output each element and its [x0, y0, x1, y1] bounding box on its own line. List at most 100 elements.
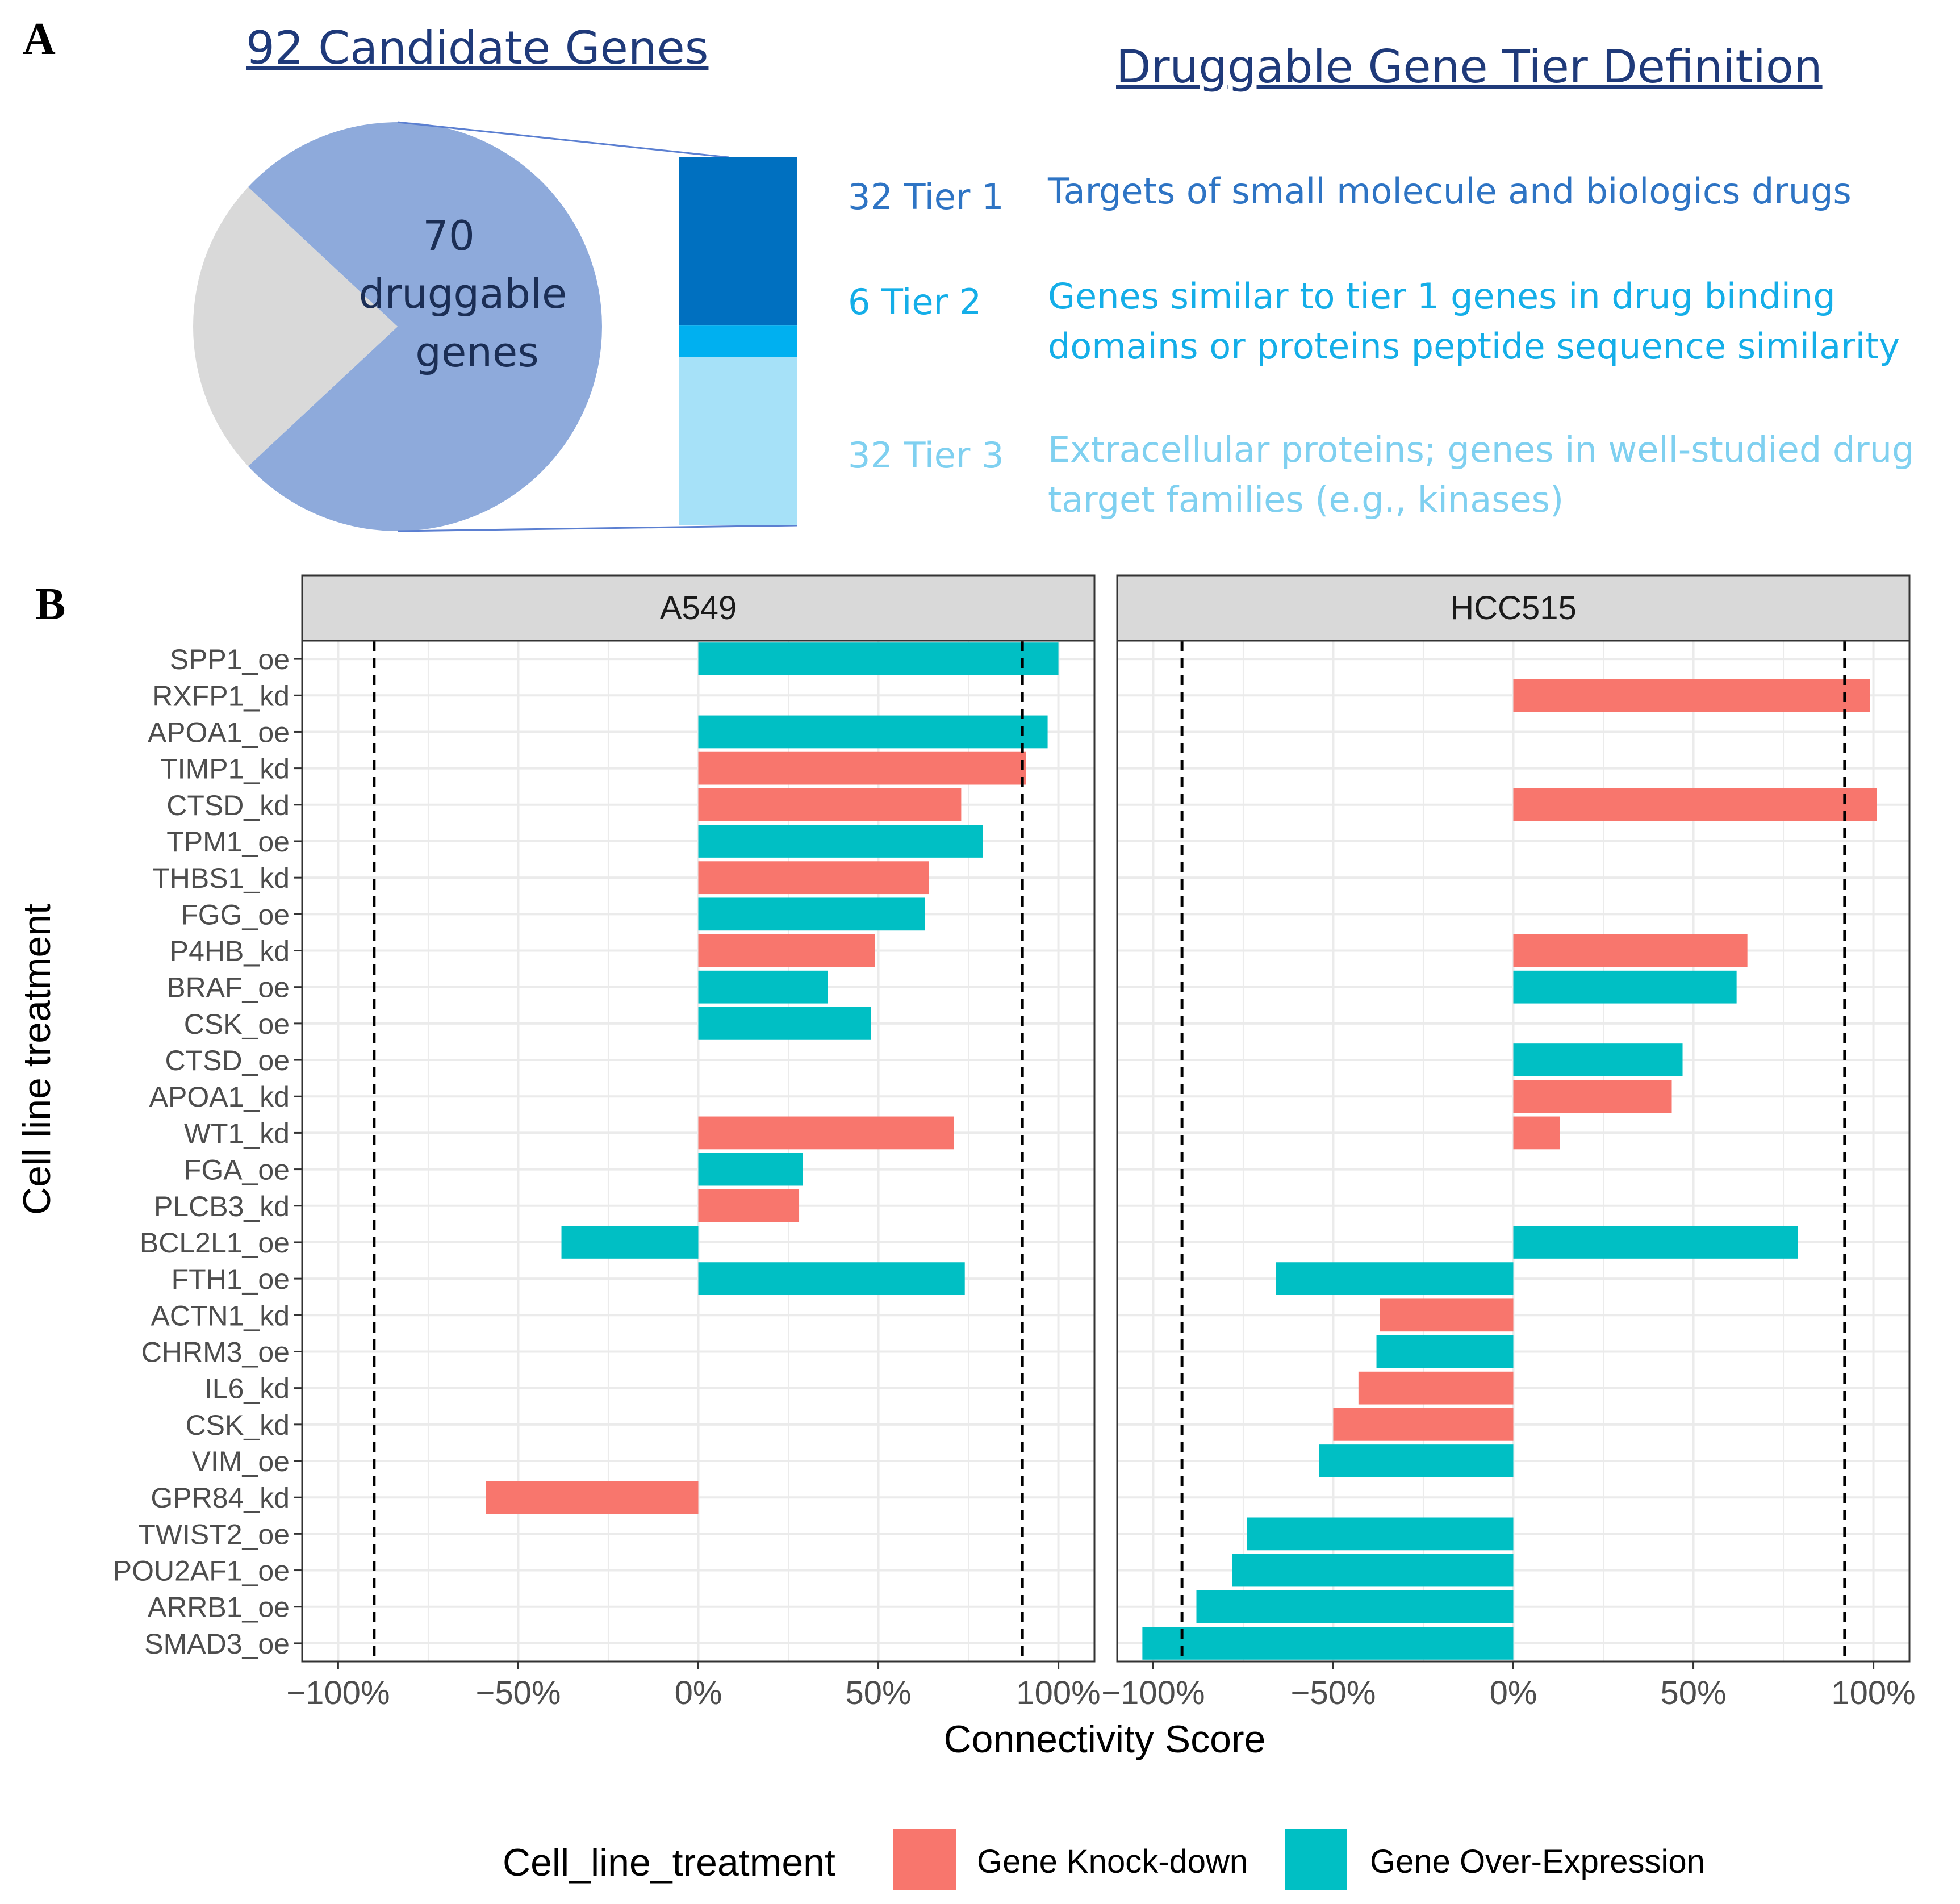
bar-hcc515-apoa1_kd [1513, 1080, 1672, 1113]
legend-title: Cell_line_treatment [503, 1841, 835, 1884]
bar-a549-spp1_oe [698, 642, 1059, 675]
pie-center-label: 70 druggable genes [359, 212, 567, 376]
bar-a549-plcb3_kd [698, 1189, 800, 1222]
bar-hcc515-ctsd_oe [1513, 1043, 1683, 1076]
bar-a549-tpm1_oe [698, 825, 983, 858]
y-tick-label-rxfp1_kd: RXFP1_kd [152, 680, 290, 712]
tier-2-description-line-1: Genes similar to tier 1 genes in drug bi… [1048, 275, 1836, 317]
y-tick-label-gpr84_kd: GPR84_kd [151, 1482, 290, 1514]
legend-swatch-overexpression [1285, 1829, 1347, 1890]
panel-b-letter: B [35, 579, 65, 629]
x-tick-label: −50% [1290, 1675, 1376, 1711]
x-tick-label: 0% [675, 1675, 722, 1711]
y-tick-label-spp1_oe: SPP1_oe [170, 644, 290, 675]
bar-hcc515-pou2af1_oe [1232, 1554, 1514, 1587]
y-tick-label-vim_oe: VIM_oe [192, 1446, 290, 1477]
y-tick-label-csk_kd: CSK_kd [186, 1409, 290, 1441]
facet-strip-label: A549 [660, 590, 737, 627]
panel-a-letter: A [23, 14, 56, 64]
tier-bar-segment-2 [679, 325, 797, 357]
x-tick-label: −100% [1101, 1675, 1205, 1711]
zoom-line-bottom [397, 524, 797, 532]
y-tick-label-ctsd_oe: CTSD_oe [165, 1045, 290, 1076]
y-tick-label-tpm1_oe: TPM1_oe [166, 826, 290, 858]
facet-a549: A549 −100% −50% 0% 50% 100% [286, 574, 1101, 1711]
tier-bar-segment-1 [679, 157, 797, 326]
x-tick-label: 100% [1831, 1675, 1915, 1711]
x-tick-label: 100% [1016, 1675, 1100, 1711]
y-tick-label-chrm3_oe: CHRM3_oe [141, 1336, 290, 1368]
bar-a549-fga_oe [698, 1153, 803, 1186]
y-axis: SPP1_oe RXFP1_kd APOA1_oe TIMP1_kd CTSD_kd TP… [113, 644, 302, 1660]
y-tick-label-smad3_oe: SMAD3_oe [144, 1628, 290, 1660]
bar-hcc515-chrm3_oe [1376, 1335, 1514, 1368]
tier-1-description: Targets of small molecule and biologics … [1047, 170, 1852, 212]
facet-strip-label: HCC515 [1450, 590, 1576, 627]
bar-hcc515-il6_kd [1358, 1371, 1514, 1405]
bar-a549-timp1_kd [698, 751, 1026, 785]
bar-hcc515-wt1_kd [1513, 1116, 1560, 1150]
bar-hcc515-twist2_oe [1247, 1517, 1514, 1551]
bar-hcc515-actn1_kd [1380, 1298, 1514, 1332]
legend-label-knockdown: Gene Knock-down [977, 1843, 1248, 1880]
bar-a549-ctsd_kd [698, 788, 962, 821]
tier-1-count: 32 Tier 1 [848, 176, 1004, 218]
legend-swatch-knockdown [893, 1829, 956, 1890]
bar-a549-gpr84_kd [486, 1481, 699, 1514]
x-tick-label: −100% [286, 1675, 390, 1711]
pie-slice-druggable [248, 122, 602, 531]
connectivity-bar-chart: A549 −100% −50% 0% 50% 100% HCC515 −100% −50% 0% 5… [113, 574, 1916, 1711]
x-tick-label: 0% [1490, 1675, 1537, 1711]
tier-2-description-line-2: domains or proteins peptide sequence sim… [1048, 325, 1900, 367]
tier-3-description-line-1: Extracellular proteins; genes in well-st… [1048, 429, 1914, 470]
y-tick-label-twist2_oe: TWIST2_oe [138, 1518, 290, 1550]
bar-hcc515-arrb1_oe [1196, 1590, 1514, 1623]
bar-hcc515-bcl2l1_oe [1513, 1226, 1798, 1259]
pie-label-line-1: 70 [423, 212, 475, 260]
y-tick-label-thbs1_kd: THBS1_kd [152, 862, 290, 894]
pie-label-line-2: druggable [359, 270, 567, 318]
pie-label-line-3: genes [415, 328, 538, 376]
bar-hcc515-fth1_oe [1276, 1262, 1514, 1296]
bar-a549-bcl2l1_oe [561, 1226, 699, 1259]
x-tick-label: 50% [845, 1675, 911, 1711]
y-tick-label-braf_oe: BRAF_oe [166, 972, 290, 1004]
x-axis-title: Connectivity Score [944, 1718, 1266, 1761]
bar-a549-braf_oe [698, 970, 828, 1004]
tier-stacked-bar [679, 157, 797, 525]
bar-a549-thbs1_kd [698, 861, 929, 895]
bar-a549-csk_oe [698, 1007, 871, 1040]
bar-a549-fth1_oe [698, 1262, 965, 1296]
x-tick-label: −50% [475, 1675, 561, 1711]
bar-hcc515-vim_oe [1319, 1444, 1514, 1477]
bar-a549-fgg_oe [698, 897, 925, 931]
pie-slice-non-druggable [193, 187, 398, 466]
y-tick-label-apoa1_oe: APOA1_oe [148, 716, 290, 748]
tier-2-count: 6 Tier 2 [848, 281, 981, 323]
druggable-pie-chart [193, 122, 602, 531]
y-tick-label-csk_oe: CSK_oe [184, 1008, 290, 1040]
bar-hcc515-ctsd_kd [1513, 788, 1877, 821]
tier-3-description-line-2: target families (e.g., kinases) [1048, 479, 1564, 520]
legend-label-overexpression: Gene Over-Expression [1370, 1843, 1705, 1880]
tier-bar-segment-3 [679, 357, 797, 525]
y-tick-label-fga_oe: FGA_oe [184, 1154, 290, 1186]
y-tick-label-wt1_kd: WT1_kd [184, 1117, 290, 1149]
tier-definition-title: Druggable Gene Tier Definition [1116, 40, 1823, 93]
facet-strip-a549 [301, 574, 1096, 642]
legend: Cell_line_treatment Gene Knock-down Gene… [503, 1829, 1705, 1890]
y-axis-title: Cell line treatment [15, 904, 58, 1215]
y-tick-label-fth1_oe: FTH1_oe [172, 1263, 290, 1295]
y-tick-label-plcb3_kd: PLCB3_kd [154, 1191, 290, 1222]
zoom-line-top [397, 121, 729, 158]
bar-a549-wt1_kd [698, 1116, 954, 1150]
tier-definitions: 32 Tier 1 Targets of small molecule and … [848, 170, 1914, 520]
bar-hcc515-smad3_oe [1142, 1627, 1514, 1660]
y-tick-label-p4hb_kd: P4HB_kd [170, 936, 290, 967]
y-tick-label-il6_kd: IL6_kd [204, 1373, 290, 1405]
bar-hcc515-braf_oe [1513, 970, 1737, 1004]
facet-strip-hcc515 [1116, 574, 1911, 642]
bar-hcc515-rxfp1_kd [1513, 679, 1870, 712]
y-tick-label-pou2af1_oe: POU2AF1_oe [113, 1555, 290, 1587]
